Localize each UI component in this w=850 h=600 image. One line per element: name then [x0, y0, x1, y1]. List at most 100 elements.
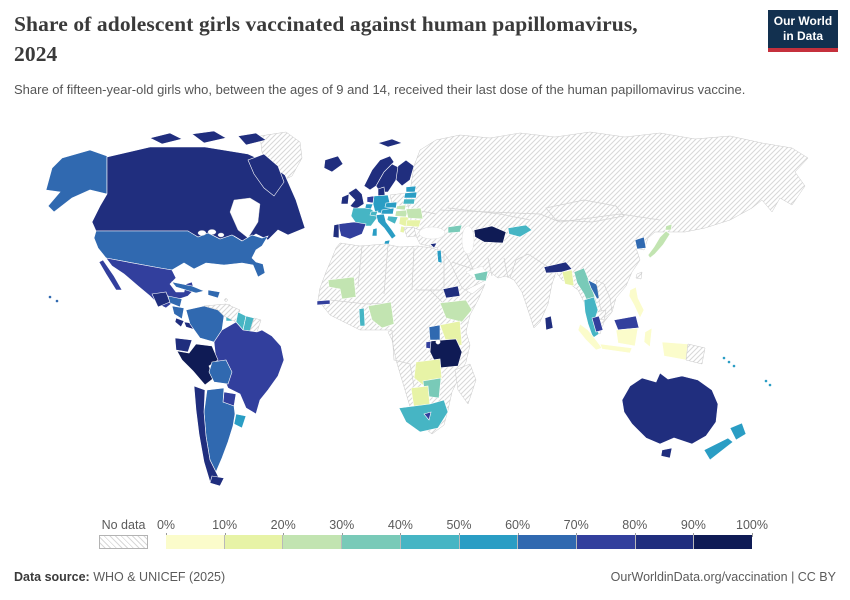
country-greece	[403, 226, 417, 238]
country-togo	[358, 307, 366, 327]
attribution-link[interactable]: OurWorldinData.org/vaccination | CC BY	[610, 570, 836, 584]
caspian-sea	[461, 225, 475, 255]
country-netherlands	[366, 195, 375, 204]
country-taiwan	[635, 271, 643, 280]
country-new-zealand-south	[703, 437, 734, 461]
country-peru	[176, 343, 219, 386]
country-papua-new-guinea	[685, 343, 706, 365]
country-honduras	[167, 295, 183, 308]
legend-tick-70%: 70%	[563, 518, 589, 532]
country-lithuania	[402, 198, 416, 205]
country-costa-rica	[174, 317, 185, 328]
country-brazil	[213, 321, 285, 415]
country-gambia	[316, 299, 331, 306]
country-czechia	[384, 201, 398, 209]
logo-line1: Our World	[773, 14, 833, 28]
legend-tick-40%: 40%	[387, 518, 413, 532]
country-hawaii-1	[48, 295, 52, 299]
country-denmark	[377, 186, 386, 197]
country-fiji-1	[764, 379, 768, 383]
legend-tick-60%: 60%	[505, 518, 531, 532]
countries[interactable]	[45, 130, 772, 487]
country-cyprus	[429, 242, 438, 249]
legend-swatch-0-10%[interactable]	[166, 535, 225, 549]
country-cuba	[171, 281, 205, 294]
legend-swatch-20-30%[interactable]	[283, 535, 343, 549]
no-data-landmass	[259, 131, 809, 435]
country-israel	[436, 249, 443, 264]
country-solomon-3	[732, 364, 736, 368]
country-indonesia-papua	[661, 341, 689, 361]
black-sea	[418, 226, 446, 240]
country-philippines	[628, 286, 645, 319]
legend-tick-20%: 20%	[270, 518, 296, 532]
country-alaska	[45, 149, 108, 213]
country-tierra-del-fuego	[209, 475, 225, 487]
madagascar	[454, 363, 477, 405]
country-turkmenistan	[473, 225, 507, 244]
legend-swatch-60-70%[interactable]	[518, 535, 577, 549]
legend-swatch-40-50%[interactable]	[400, 535, 460, 549]
africa-no-data-region	[317, 242, 486, 435]
country-australia	[621, 372, 719, 445]
legend-color-scale[interactable]	[166, 535, 753, 549]
country-italy	[375, 213, 397, 240]
country-fiji-2	[768, 383, 772, 387]
country-croatia	[386, 215, 399, 225]
legend-swatch-70-80%[interactable]	[576, 535, 636, 549]
legend-tick-10%: 10%	[212, 518, 238, 532]
legend-swatch-30-40%[interactable]	[342, 535, 401, 549]
lake-great-lakes-1	[197, 230, 207, 236]
country-bulgaria	[405, 219, 422, 228]
country-new-zealand-north	[729, 422, 747, 441]
owid-logo[interactable]: Our World in Data	[768, 10, 838, 48]
country-mauritania	[327, 276, 357, 300]
country-malaysia-borneo	[613, 315, 640, 331]
title-line1: Share of adolescent girls vaccinated aga…	[14, 12, 638, 36]
data-source-text: WHO & UNICEF (2025)	[89, 570, 226, 584]
country-switzerland	[369, 210, 379, 217]
legend-swatch-50-60%[interactable]	[459, 535, 519, 549]
legend-swatch-80-90%[interactable]	[635, 535, 695, 549]
country-sri-lanka	[544, 315, 554, 331]
page-title: Share of adolescent girls vaccinated aga…	[14, 10, 754, 69]
legend-swatch-90-100%[interactable]	[694, 535, 753, 549]
country-south-korea	[634, 236, 647, 250]
country-nepal-bhutan	[543, 261, 573, 274]
country-georgia	[447, 224, 463, 234]
country-bangladesh	[561, 269, 575, 287]
country-indonesia-sumatra	[577, 323, 603, 351]
eurasia-no-data-region	[407, 131, 809, 335]
hudson-bay	[229, 197, 261, 239]
country-finland	[395, 159, 415, 187]
country-indonesia-sulawesi	[643, 327, 653, 348]
country-canada-island-3	[237, 132, 267, 146]
country-romania	[405, 207, 424, 220]
legend-tick-100%: 100%	[736, 518, 768, 532]
legend-tick-0%: 0%	[156, 518, 176, 532]
country-lesotho	[423, 411, 432, 421]
legend-swatch-10-20%[interactable]	[224, 535, 284, 549]
legend-tick-mark	[752, 533, 753, 537]
lake-great-lakes-3	[217, 232, 225, 238]
country-canada-island-1	[149, 132, 183, 145]
country-sicily	[383, 239, 391, 245]
legend-no-data-label: No data	[101, 518, 146, 532]
country-hawaii-2	[55, 299, 59, 303]
country-portugal	[332, 223, 340, 239]
country-japan-hokkaido	[664, 223, 673, 231]
country-slovakia	[395, 204, 407, 211]
legend-tick-90%: 90%	[680, 518, 706, 532]
country-eritrea	[442, 285, 461, 299]
country-nicaragua	[171, 305, 185, 320]
legend-tick-30%: 30%	[329, 518, 355, 532]
title-line2: 2024	[14, 41, 58, 66]
legend-no-data-swatch[interactable]	[99, 535, 148, 549]
country-indonesia-borneo	[615, 327, 639, 347]
country-chile	[193, 385, 221, 483]
country-kyrgyzstan	[507, 224, 533, 238]
country-tasmania	[660, 447, 673, 459]
country-united-kingdom	[347, 187, 365, 210]
